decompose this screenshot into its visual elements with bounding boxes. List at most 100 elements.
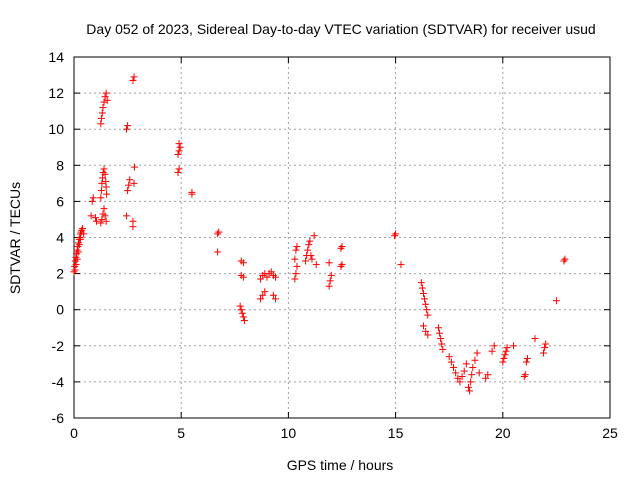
data-point xyxy=(503,344,511,352)
data-point xyxy=(490,342,498,350)
data-point xyxy=(419,322,427,330)
data-point xyxy=(123,125,131,133)
data-point xyxy=(520,372,528,380)
data-point xyxy=(469,363,477,371)
data-point xyxy=(417,279,425,287)
data-point xyxy=(97,194,105,202)
data-point xyxy=(98,109,106,117)
data-point xyxy=(79,224,87,232)
data-point xyxy=(292,246,300,254)
data-point xyxy=(423,306,431,314)
data-point xyxy=(236,302,244,310)
data-point xyxy=(397,261,405,269)
data-point xyxy=(101,170,109,178)
data-point xyxy=(561,255,569,263)
data-point xyxy=(391,232,399,240)
data-point xyxy=(73,246,81,254)
data-point xyxy=(123,212,131,220)
data-point xyxy=(75,241,83,249)
data-point xyxy=(338,243,346,251)
data-point xyxy=(454,374,462,382)
data-point xyxy=(89,194,97,202)
data-point xyxy=(102,89,110,97)
data-point xyxy=(560,257,568,265)
data-point xyxy=(76,234,84,241)
data-point xyxy=(438,340,446,348)
y-tick-label: 6 xyxy=(56,193,64,209)
data-point xyxy=(99,169,107,177)
data-point xyxy=(71,266,79,274)
data-point xyxy=(126,176,134,184)
data-point xyxy=(125,181,133,189)
data-point xyxy=(238,309,246,317)
data-point xyxy=(522,358,530,366)
data-point xyxy=(293,262,301,270)
data-point xyxy=(424,331,432,339)
data-point xyxy=(304,246,312,254)
data-point xyxy=(499,358,507,366)
data-point xyxy=(101,93,109,101)
data-point xyxy=(306,237,314,245)
data-point xyxy=(100,165,108,173)
data-point xyxy=(124,122,132,130)
data-point xyxy=(215,228,223,236)
data-point xyxy=(542,340,550,348)
x-tick-label: 10 xyxy=(281,425,297,441)
data-point xyxy=(175,140,183,148)
data-point xyxy=(291,255,299,263)
data-point xyxy=(174,150,182,158)
y-tick-label: -6 xyxy=(52,410,65,426)
data-point xyxy=(214,230,222,238)
x-tick-label: 15 xyxy=(388,425,404,441)
data-point xyxy=(445,353,453,361)
data-point xyxy=(93,217,101,225)
data-point xyxy=(291,275,299,283)
data-point xyxy=(272,295,280,303)
y-tick-label: 10 xyxy=(48,121,64,137)
data-point xyxy=(97,114,105,122)
data-point xyxy=(521,371,529,379)
data-point xyxy=(458,372,466,380)
data-point xyxy=(75,239,83,247)
data-point xyxy=(502,347,510,355)
y-tick-label: 4 xyxy=(56,230,64,246)
data-point xyxy=(214,248,222,256)
data-point xyxy=(261,288,269,296)
data-point xyxy=(437,335,445,343)
data-point xyxy=(240,317,248,325)
data-point xyxy=(87,212,95,220)
chart-title: Day 052 of 2023, Sidereal Day-to-day VTE… xyxy=(86,21,595,37)
y-tick-label: -4 xyxy=(52,374,65,390)
x-tick-label: 25 xyxy=(602,425,618,441)
grid-lines xyxy=(74,57,610,418)
data-point xyxy=(103,96,111,104)
data-point xyxy=(175,165,183,173)
data-point xyxy=(97,187,105,195)
data-point xyxy=(76,235,84,243)
data-point xyxy=(325,259,333,267)
data-point xyxy=(98,215,106,223)
data-point xyxy=(80,230,88,238)
data-point xyxy=(310,232,318,240)
data-point xyxy=(239,259,247,267)
data-point xyxy=(434,324,442,332)
data-point xyxy=(130,73,138,81)
data-point xyxy=(418,284,426,292)
data-point xyxy=(263,273,271,281)
data-point xyxy=(337,244,345,252)
data-point xyxy=(73,250,81,258)
y-tick-label: 0 xyxy=(56,302,64,318)
y-axis-label: SDTVAR / TECUs xyxy=(7,182,23,294)
x-axis-label: GPS time / hours xyxy=(287,457,394,473)
data-point xyxy=(101,212,109,220)
data-point xyxy=(422,300,430,308)
y-tick-label: 8 xyxy=(56,157,64,173)
data-point xyxy=(302,257,310,265)
x-axis-ticks: 0 5 10 15 20 25 xyxy=(70,57,618,441)
y-tick-label: 2 xyxy=(56,266,64,282)
data-point xyxy=(475,369,483,377)
data-point xyxy=(272,273,280,281)
data-point xyxy=(473,349,481,357)
data-point xyxy=(552,297,560,305)
data-point xyxy=(99,104,107,112)
